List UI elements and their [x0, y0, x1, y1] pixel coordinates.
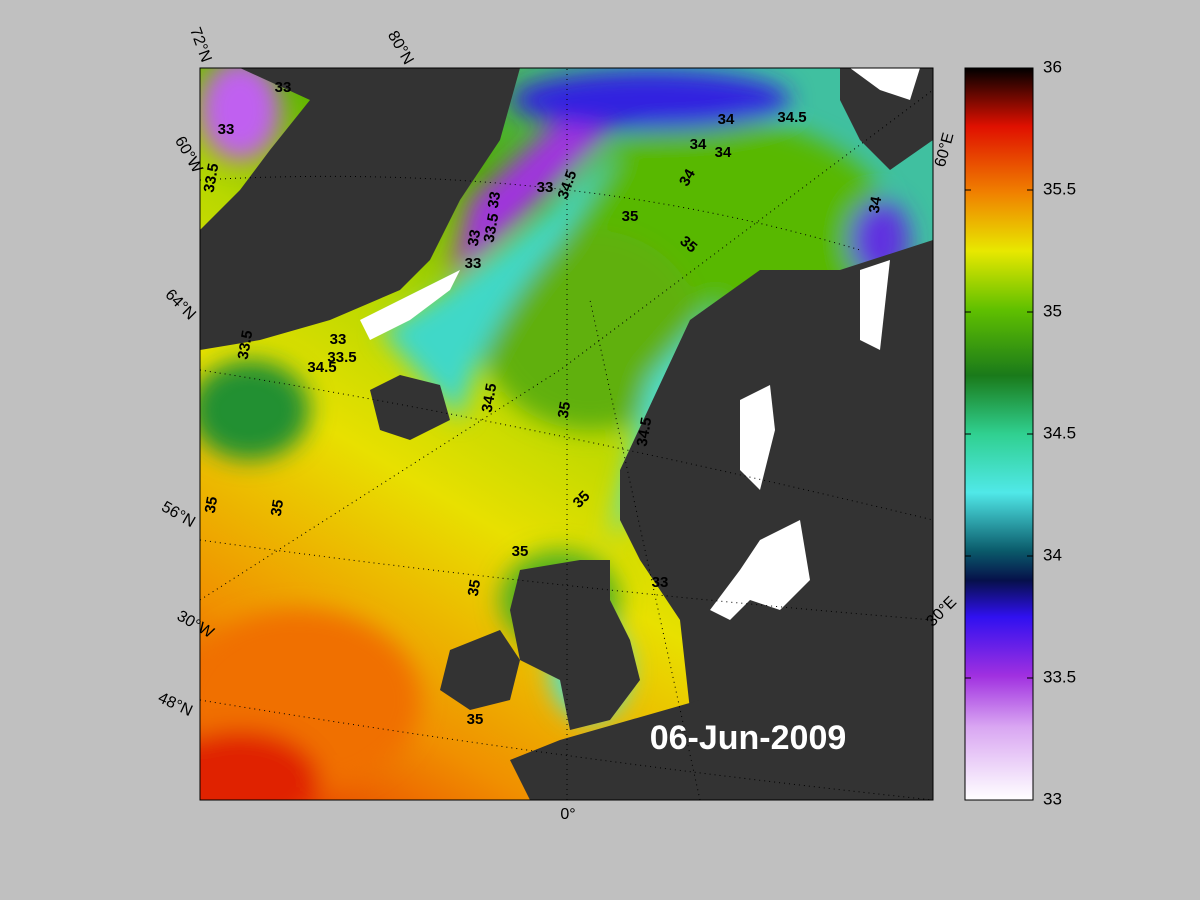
- contour-label: 33: [218, 121, 235, 138]
- contour-label: 34.5: [777, 109, 806, 126]
- contour-label: 35: [202, 495, 222, 514]
- contour-label: 33: [465, 255, 482, 272]
- contour-label: 34: [866, 195, 886, 215]
- colorbar-tick-label: 33.5: [1043, 667, 1076, 686]
- contour-label: 34.5: [479, 382, 501, 414]
- graticule-label: 60°E: [932, 131, 957, 169]
- graticule-label: 48°N: [155, 689, 195, 720]
- colorbar-tick-label: 33: [1043, 789, 1062, 808]
- contour-label: 33: [652, 574, 669, 591]
- map-panel: [200, 68, 933, 800]
- contour-label: 34: [715, 144, 732, 161]
- graticule-label: 64°N: [162, 286, 199, 323]
- contour-label: 34: [718, 111, 735, 128]
- contour-label: 34.5: [307, 359, 336, 376]
- contour-label: 35: [467, 711, 484, 728]
- colorbar-tick-label: 35.5: [1043, 179, 1076, 198]
- contour-label: 33.5: [235, 329, 257, 361]
- no-data: [360, 68, 920, 620]
- contour-label: 35: [512, 543, 529, 560]
- graticule-label: 0°: [560, 806, 575, 823]
- map-frame: [199, 67, 934, 801]
- contour-label: 33.5: [327, 349, 356, 366]
- contour-label: 34.5: [634, 416, 656, 448]
- graticule-label: 72°N: [186, 25, 214, 64]
- contour-label: 33: [485, 190, 505, 209]
- colorbar-tick-label: 35: [1043, 301, 1062, 320]
- contour-label: 33: [330, 331, 347, 348]
- contour-label: 33: [275, 79, 292, 96]
- date-label: 06-Jun-2009: [650, 719, 847, 757]
- contour-label: 35: [555, 400, 575, 419]
- contour-label: 33: [537, 179, 554, 196]
- contour-label: 33.5: [481, 212, 503, 244]
- contour-label: 33: [465, 228, 485, 247]
- contour-label: 35: [465, 578, 485, 597]
- land: [200, 68, 933, 800]
- contour-label: 35: [622, 208, 639, 225]
- colorbar-tick-label: 34: [1043, 545, 1062, 564]
- graticule-label: 80°N: [384, 28, 417, 67]
- graticule-label: 56°N: [158, 498, 197, 531]
- colorbar-tick-label: 36: [1043, 57, 1062, 76]
- contour-label: 35: [268, 498, 288, 517]
- contour-label: 34: [690, 136, 707, 153]
- contour-label: 33.5: [201, 162, 223, 194]
- contour-label: 34: [676, 166, 699, 190]
- colorbar-tick-label: 34.5: [1043, 423, 1076, 442]
- graticule: [200, 68, 933, 800]
- colorbar: [964, 67, 1034, 801]
